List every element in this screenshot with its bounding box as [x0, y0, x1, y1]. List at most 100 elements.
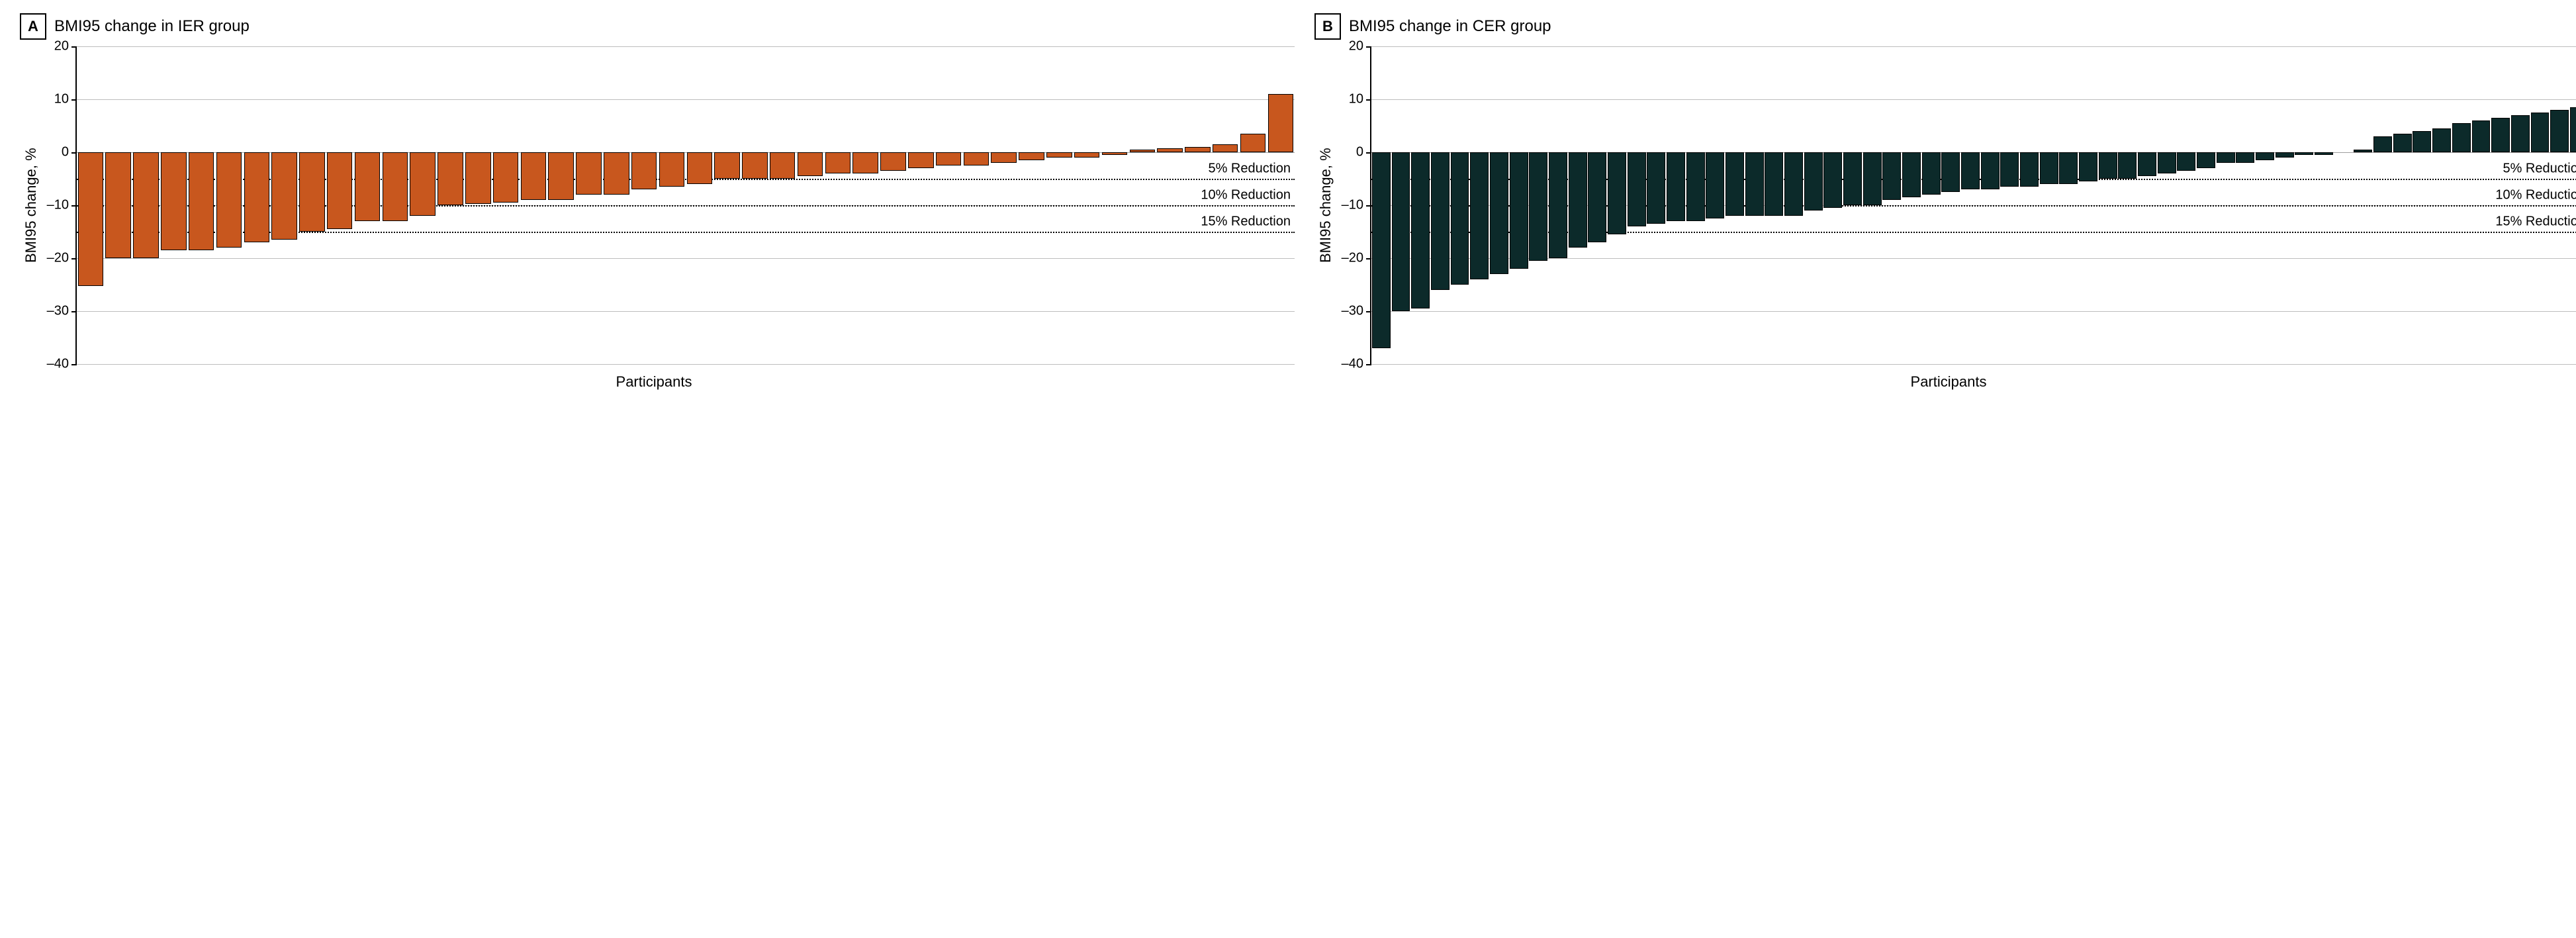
- bar-slot: [1823, 46, 1843, 364]
- bar: [1667, 152, 1685, 221]
- bar: [2099, 152, 2117, 179]
- bar: [1843, 152, 1862, 205]
- bar: [2413, 131, 2431, 152]
- bar-slot: [326, 46, 353, 364]
- bar-slot: [2078, 46, 2098, 364]
- bar: [437, 152, 463, 205]
- bar-slot: [187, 46, 215, 364]
- bar: [1490, 152, 1508, 274]
- bar-slot: [658, 46, 686, 364]
- ytick-label: 10: [54, 91, 77, 107]
- bar-slot: [2393, 46, 2413, 364]
- bar: [1745, 152, 1764, 216]
- bar: [244, 152, 269, 242]
- bar-slot: [1686, 46, 1706, 364]
- bar-slot: [1843, 46, 1863, 364]
- bar: [852, 152, 878, 173]
- panel-b: B BMI95 change in CER group BMI95 change…: [1314, 13, 2556, 391]
- bar-slot: [2510, 46, 2530, 364]
- bar-slot: [105, 46, 132, 364]
- bar-slot: [2098, 46, 2118, 364]
- bar: [2373, 136, 2392, 152]
- bar-slot: [77, 46, 105, 364]
- bar-slot: [1548, 46, 1568, 364]
- panel-b-header: B BMI95 change in CER group: [1314, 13, 2556, 40]
- bar-slot: [464, 46, 492, 364]
- bar-slot: [1882, 46, 1902, 364]
- bar-slot: [2157, 46, 2177, 364]
- bar-slot: [160, 46, 187, 364]
- bar: [2000, 152, 2019, 187]
- bar-slot: [602, 46, 630, 364]
- bar-slot: [1784, 46, 1804, 364]
- panel-b-plot-container: 20100–10–20–30–405% Reduction10% Reducti…: [1337, 46, 2556, 364]
- bar: [2236, 152, 2254, 163]
- bar: [1784, 152, 1803, 216]
- bar-slot: [2236, 46, 2256, 364]
- ytick-label: –20: [47, 250, 77, 265]
- ytick-label: 20: [54, 39, 77, 54]
- bar-slot: [1863, 46, 1882, 364]
- bar: [742, 152, 767, 179]
- bar: [1765, 152, 1783, 216]
- bar: [2177, 152, 2195, 171]
- bar: [659, 152, 684, 187]
- ytick-label: 0: [1356, 144, 1371, 160]
- bar: [189, 152, 214, 250]
- bar: [1863, 152, 1882, 205]
- bar-slot: [1587, 46, 1607, 364]
- bar: [2020, 152, 2039, 187]
- bar-slot: [1128, 46, 1156, 364]
- bar: [714, 152, 739, 179]
- bar: [1470, 152, 1489, 279]
- bar-slot: [1705, 46, 1725, 364]
- bar: [2452, 123, 2471, 152]
- bar: [798, 152, 823, 176]
- bar: [991, 152, 1016, 163]
- bar: [1431, 152, 1449, 290]
- panel-b-letter: B: [1314, 13, 1341, 40]
- bar: [1529, 152, 1547, 261]
- bar: [2118, 152, 2137, 179]
- bar-slot: [1101, 46, 1128, 364]
- ytick-label: –10: [47, 198, 77, 213]
- bar: [2276, 152, 2294, 158]
- bar: [2354, 150, 2372, 152]
- bar: [1102, 152, 1127, 155]
- bar: [355, 152, 380, 221]
- ytick-label: 10: [1349, 91, 1371, 107]
- bar-slot: [1960, 46, 1980, 364]
- bar-slot: [409, 46, 437, 364]
- bar: [1451, 152, 1469, 285]
- bar: [1240, 134, 1265, 152]
- bar: [2158, 152, 2176, 173]
- bar: [1922, 152, 1941, 195]
- bar: [825, 152, 851, 173]
- bar-slot: [1980, 46, 2000, 364]
- bar: [964, 152, 989, 165]
- bar-slot: [1450, 46, 1470, 364]
- panel-b-title: BMI95 change in CER group: [1349, 17, 1551, 36]
- bar: [521, 152, 546, 200]
- bar-slot: [1267, 46, 1295, 364]
- bar: [2217, 152, 2235, 163]
- bar-slot: [1410, 46, 1430, 364]
- bar: [1902, 152, 1921, 197]
- bar: [2256, 152, 2274, 160]
- bar-slot: [1666, 46, 1686, 364]
- bar-slot: [2000, 46, 2020, 364]
- bar-slot: [2039, 46, 2059, 364]
- bar-slot: [1646, 46, 1666, 364]
- bar: [2531, 113, 2550, 152]
- bar: [687, 152, 712, 184]
- bar: [2570, 107, 2576, 152]
- bar-slot: [2550, 46, 2569, 364]
- bar: [1647, 152, 1665, 224]
- bar-slot: [1371, 46, 1391, 364]
- bar-slot: [2569, 46, 2576, 364]
- bars-container: [77, 46, 1295, 364]
- bar-slot: [1528, 46, 1548, 364]
- bar: [1686, 152, 1705, 221]
- bar: [936, 152, 961, 165]
- bar-slot: [880, 46, 907, 364]
